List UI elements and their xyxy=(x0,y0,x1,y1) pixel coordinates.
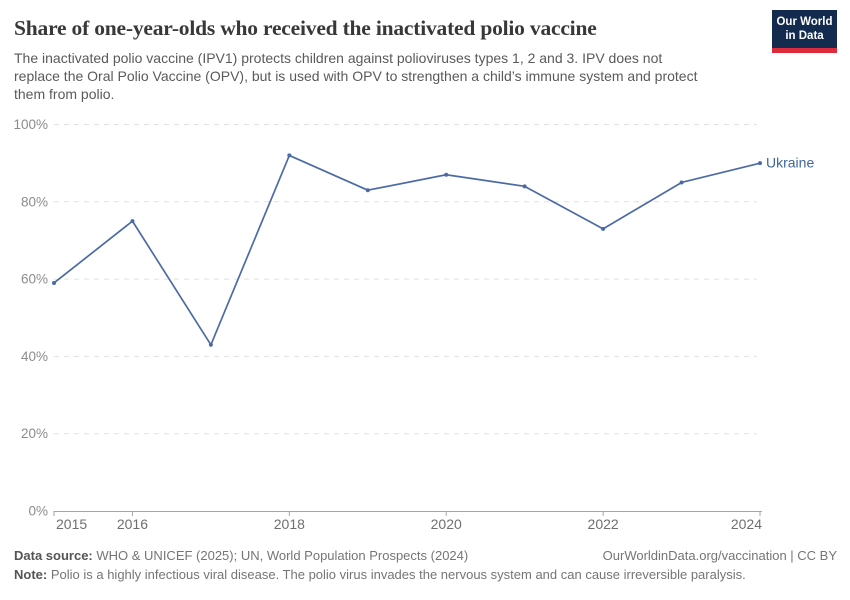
ukraine-line-series xyxy=(53,154,761,346)
data-point-2020 xyxy=(444,172,449,177)
license-link[interactable]: OurWorldinData.org/vaccination | CC BY xyxy=(602,548,837,563)
x-tick-label: 2018 xyxy=(274,516,305,532)
data-point-2018 xyxy=(287,153,292,158)
data-point-2016 xyxy=(130,219,135,224)
owid-logo: Our World in Data xyxy=(772,10,837,53)
y-tick-label: 40% xyxy=(21,349,48,364)
chart-subtitle: The inactivated polio vaccine (IPV1) pro… xyxy=(14,50,697,103)
x-tick-label: 2024 xyxy=(731,516,762,532)
chart-footer: Data source: WHO & UNICEF (2025); UN, Wo… xyxy=(14,546,837,584)
data-point-2019 xyxy=(365,188,370,193)
data-point-2015 xyxy=(52,280,56,285)
owid-logo-line1: Our World xyxy=(776,16,833,28)
note-text: Polio is a highly infectious viral disea… xyxy=(50,567,746,582)
data-point-2017 xyxy=(208,342,213,347)
subtitle-line: them from polio. xyxy=(14,85,115,102)
vaccine-coverage-line-chart: 0% 20% 40% 60% 80% 100% 2015 2016 2018 2020 2022 20… xyxy=(13,117,814,532)
y-tick-label: 0% xyxy=(28,504,48,519)
data-point-2023 xyxy=(679,180,684,185)
owid-logo-line2: in Data xyxy=(785,29,824,42)
x-tick-label: 2022 xyxy=(588,516,619,532)
data-point-2022 xyxy=(601,226,606,231)
x-tick-label: 2020 xyxy=(431,516,462,532)
y-tick-label: 80% xyxy=(21,194,48,209)
note-line: Note: Polio is a highly infectious viral… xyxy=(14,565,837,584)
note-label: Note: xyxy=(14,567,48,582)
y-tick-label: 20% xyxy=(21,426,48,441)
chart-title: Share of one-year-olds who received the … xyxy=(14,16,597,40)
data-source-line: Data source: WHO & UNICEF (2025); UN, Wo… xyxy=(14,546,468,565)
x-tick-label: 2015 xyxy=(56,516,87,532)
data-point-2021 xyxy=(522,184,527,189)
subtitle-line: replace the Oral Polio Vaccine (OPV), bu… xyxy=(14,67,698,84)
data-source-label: Data source: xyxy=(14,548,93,563)
series-label-ukraine: Ukraine xyxy=(766,155,814,171)
y-tick-label: 60% xyxy=(21,272,48,287)
data-source-text: WHO & UNICEF (2025); UN, World Populatio… xyxy=(96,548,469,563)
subtitle-line: The inactivated polio vaccine (IPV1) pro… xyxy=(14,50,663,66)
x-tick-label: 2016 xyxy=(117,516,148,532)
y-tick-label: 100% xyxy=(13,117,48,132)
data-point-2024 xyxy=(758,161,762,166)
